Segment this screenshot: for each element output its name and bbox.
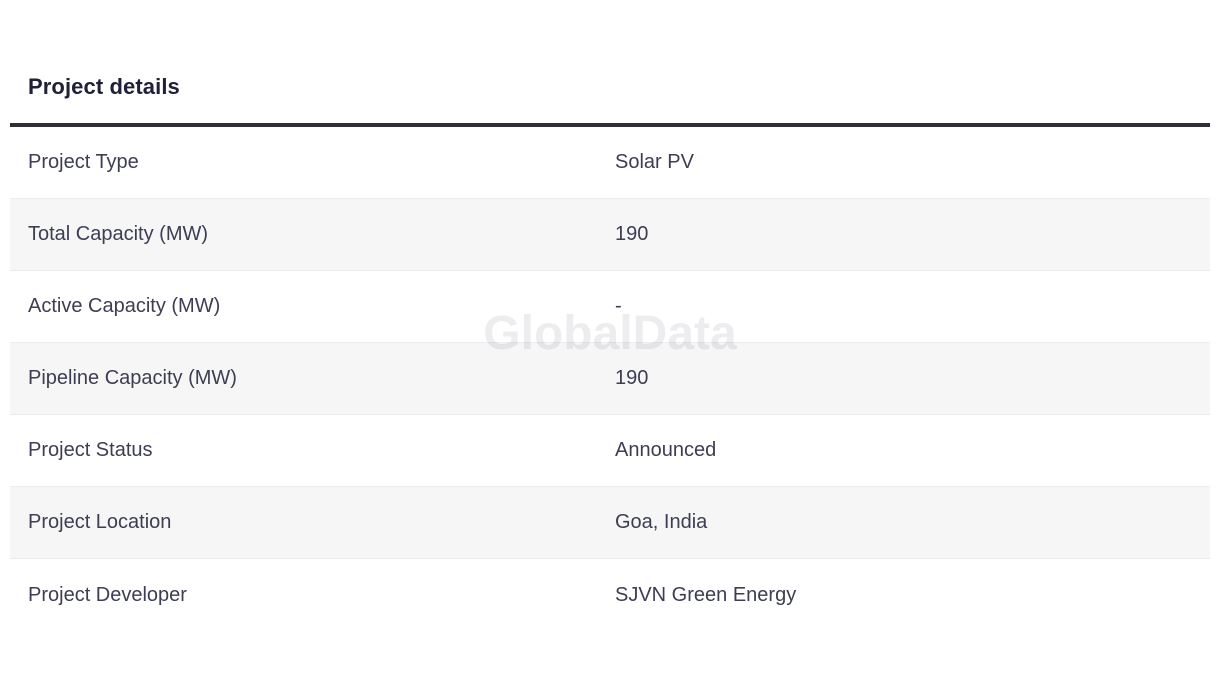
title-divider: [10, 123, 1210, 127]
row-label: Project Status: [28, 439, 153, 461]
row-label: Project Type: [28, 151, 139, 173]
row-value: 190: [615, 367, 649, 389]
project-details-container: Project details Project Type Solar PV To…: [10, 72, 1210, 631]
page-title: Project details: [28, 74, 180, 99]
project-details-table: Project Type Solar PV Total Capacity (MW…: [10, 127, 1210, 631]
row-label: Pipeline Capacity (MW): [28, 367, 237, 389]
table-row: Project Location Goa, India: [10, 487, 1210, 559]
table-row: Project Developer SJVN Green Energy: [10, 559, 1210, 631]
table-row: Active Capacity (MW) -: [10, 271, 1210, 343]
table-row: Total Capacity (MW) 190: [10, 199, 1210, 271]
row-value: -: [615, 295, 622, 317]
row-label: Total Capacity (MW): [28, 223, 209, 245]
row-label: Project Location: [28, 511, 172, 533]
row-value: SJVN Green Energy: [615, 583, 797, 606]
row-value: 190: [615, 223, 649, 245]
row-value: Solar PV: [615, 151, 694, 173]
table-row: Project Type Solar PV: [10, 127, 1210, 199]
row-label: Active Capacity (MW): [28, 295, 221, 317]
table-row: Project Status Announced: [10, 415, 1210, 487]
row-value: Goa, India: [615, 511, 708, 533]
table-row: Pipeline Capacity (MW) 190: [10, 343, 1210, 415]
row-label: Project Developer: [28, 583, 187, 606]
row-value: Announced: [615, 439, 717, 461]
